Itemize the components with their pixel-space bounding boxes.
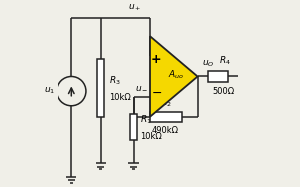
Polygon shape (150, 36, 198, 117)
Text: $R_1$: $R_1$ (140, 114, 152, 126)
Bar (208, 71, 228, 82)
Bar (97, 59, 104, 117)
Text: 10kΩ: 10kΩ (109, 93, 130, 102)
Text: 500Ω: 500Ω (212, 87, 234, 96)
Text: $A_{uo}$: $A_{uo}$ (167, 68, 184, 81)
Bar (149, 112, 182, 122)
Text: $R_4$: $R_4$ (219, 55, 231, 67)
Text: $-$: $-$ (151, 86, 162, 99)
Text: $u_-$: $u_-$ (135, 83, 148, 92)
Text: $R_3$: $R_3$ (109, 74, 121, 87)
Text: 490kΩ: 490kΩ (152, 126, 179, 135)
Text: $u_O$: $u_O$ (202, 59, 214, 69)
Text: $u_1$: $u_1$ (44, 86, 55, 96)
Bar (130, 114, 137, 140)
Text: +: + (151, 53, 162, 66)
Text: 10kΩ: 10kΩ (140, 132, 162, 141)
Text: $R_2$: $R_2$ (160, 96, 171, 108)
Text: $u_+$: $u_+$ (128, 3, 141, 13)
